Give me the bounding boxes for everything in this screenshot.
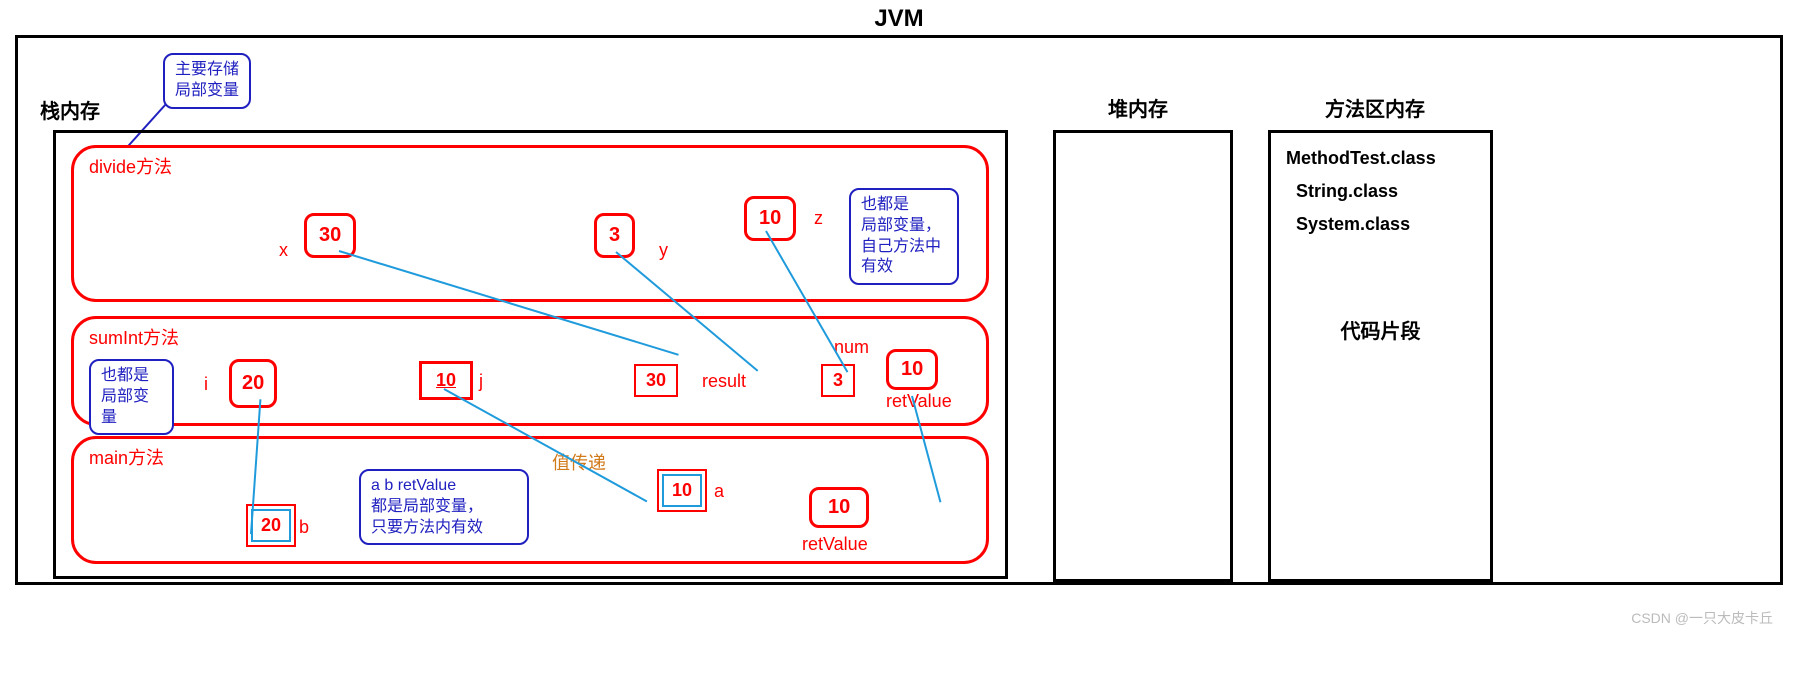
sumint-note: 也都是 局部变量 <box>89 359 174 435</box>
var-result-value: 30 <box>634 364 678 397</box>
frame-main-title: main方法 <box>89 444 971 470</box>
var-a-outer: 10 <box>657 469 707 512</box>
var-a-label: a <box>714 481 724 502</box>
main-note: a b retValue 都是局部变量， 只要方法内有效 <box>359 469 529 545</box>
note-text: 也都是 局部变量 <box>101 367 149 426</box>
var-retvalue-sumint-label: retValue <box>886 391 952 412</box>
var-i-value: 20 <box>229 359 277 408</box>
note-text: 也都是 局部变量， 自己方法中 有效 <box>861 196 941 275</box>
note-text: a b retValue 都是局部变量， 只要方法内有效 <box>371 477 483 536</box>
heap-label: 堆内存 <box>1108 93 1168 122</box>
stack-area: divide方法 x 30 3 y 10 z 也都是 局部变量， 自己方法中 有… <box>53 130 1008 579</box>
method-area-label: 方法区内存 <box>1325 93 1425 122</box>
var-j-label: j <box>479 371 483 392</box>
var-a-value: 10 <box>662 474 702 507</box>
var-b-label: b <box>299 517 309 538</box>
frame-sumint: sumInt方法 也都是 局部变量 i 20 10 j 30 result nu… <box>71 316 989 426</box>
code-segment-label: 代码片段 <box>1286 315 1475 344</box>
var-x-label: x <box>279 240 288 261</box>
class-item: String.class <box>1286 181 1475 202</box>
class-item: MethodTest.class <box>1286 148 1475 169</box>
divide-note: 也都是 局部变量， 自己方法中 有效 <box>849 188 959 285</box>
var-result-label: result <box>702 371 746 392</box>
stack-label: 栈内存 <box>40 95 100 124</box>
method-area: MethodTest.class String.class System.cla… <box>1268 130 1493 582</box>
var-j-value: 10 <box>419 361 473 400</box>
class-item: System.class <box>1286 214 1475 235</box>
var-b-value: 20 <box>251 509 291 542</box>
var-y-label: y <box>659 240 668 261</box>
var-z-label: z <box>814 208 823 229</box>
diagram-title: JVM <box>874 5 923 33</box>
var-i-label: i <box>204 374 208 395</box>
frame-main: main方法 值传递 20 b a b retValue 都是局部变量， 只要方… <box>71 436 989 564</box>
var-j-text: 10 <box>436 370 456 390</box>
frame-divide: divide方法 x 30 3 y 10 z 也都是 局部变量， 自己方法中 有… <box>71 145 989 302</box>
watermark: CSDN @一只大皮卡丘 <box>1631 608 1773 628</box>
note-text: 主要存储 局部变量 <box>175 61 239 99</box>
var-z-value: 10 <box>744 196 796 241</box>
var-retvalue-sumint: 10 <box>886 349 938 390</box>
var-retvalue-main: 10 <box>809 487 869 528</box>
frame-divide-title: divide方法 <box>89 153 971 179</box>
var-num-value: 3 <box>821 364 855 397</box>
var-x-value: 30 <box>304 213 356 258</box>
stack-note: 主要存储 局部变量 <box>163 53 251 109</box>
var-y-value: 3 <box>594 213 635 258</box>
var-num-label: num <box>834 337 869 358</box>
jvm-container: 主要存储 局部变量 栈内存 divide方法 x 30 3 y 10 z 也都是… <box>15 35 1783 585</box>
heap-area <box>1053 130 1233 582</box>
var-retvalue-main-label: retValue <box>802 534 868 555</box>
